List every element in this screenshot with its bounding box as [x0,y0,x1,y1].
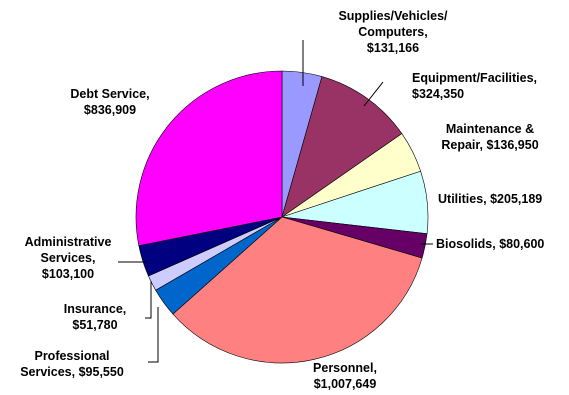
slice-label-line: Maintenance & [446,122,534,136]
pie-slice-equipment [281,76,403,218]
slice-label-line: Repair, $136,950 [441,138,538,152]
slice-label-professional: Professional Services, $95,550 [20,349,124,379]
slice-label-line: Utilities, $205,189 [438,192,542,206]
slice-label-line: Computers, [358,25,427,39]
slice-label-line: Supplies/Vehicles/ [338,9,448,23]
slice-label-line: Insurance, [64,302,127,316]
slice-label-personnel: Personnel, $1,007,649 [313,361,377,391]
leader-line-insurance [145,281,152,319]
slice-label-line: Services, [41,251,96,265]
slice-labels: Supplies/Vehicles/Computers, $131,166 Equi… [20,9,544,391]
slice-label-line: $103,100 [42,267,94,281]
leader-line-equipment [363,81,384,107]
slice-label-line: $1,007,649 [314,377,377,391]
slice-label-administrative: Administrative Services, $103,100 [25,235,112,281]
slice-label-line: $836,909 [84,103,136,117]
slice-label-line: Biosolids, $80,600 [436,237,544,251]
pie-slice-debt [135,70,283,247]
slice-label-line: $131,166 [367,41,419,55]
pie-slice-personnel [172,216,423,364]
slice-label-utilities: Utilities, $205,189 [438,192,542,206]
slice-label-biosolids: Biosolids, $80,600 [436,237,544,251]
slice-label-maintenance: Maintenance & Repair, $136,950 [441,122,538,152]
slice-label-insurance: Insurance, $51,780 [64,302,127,332]
leader-lines [118,40,433,363]
slice-label-line: $324,350 [412,87,464,101]
pie-slices [135,70,429,364]
slice-label-line: Equipment/Facilities, [412,71,537,85]
slice-label-supplies: Supplies/Vehicles/Computers, $131,166 [338,9,448,55]
slice-label-line: Debt Service, [70,87,149,101]
slice-label-debt: Debt Service, $836,909 [70,87,149,117]
slice-label-line: Administrative [25,235,112,249]
slice-label-line: $51,780 [72,318,117,332]
slice-label-line: Professional [34,349,109,363]
slice-label-line: Personnel, [313,361,377,375]
slice-label-line: Services, $95,550 [20,365,124,379]
slice-label-equipment: Equipment/Facilities, $324,350 [412,71,537,101]
leader-line-professional [148,307,159,363]
